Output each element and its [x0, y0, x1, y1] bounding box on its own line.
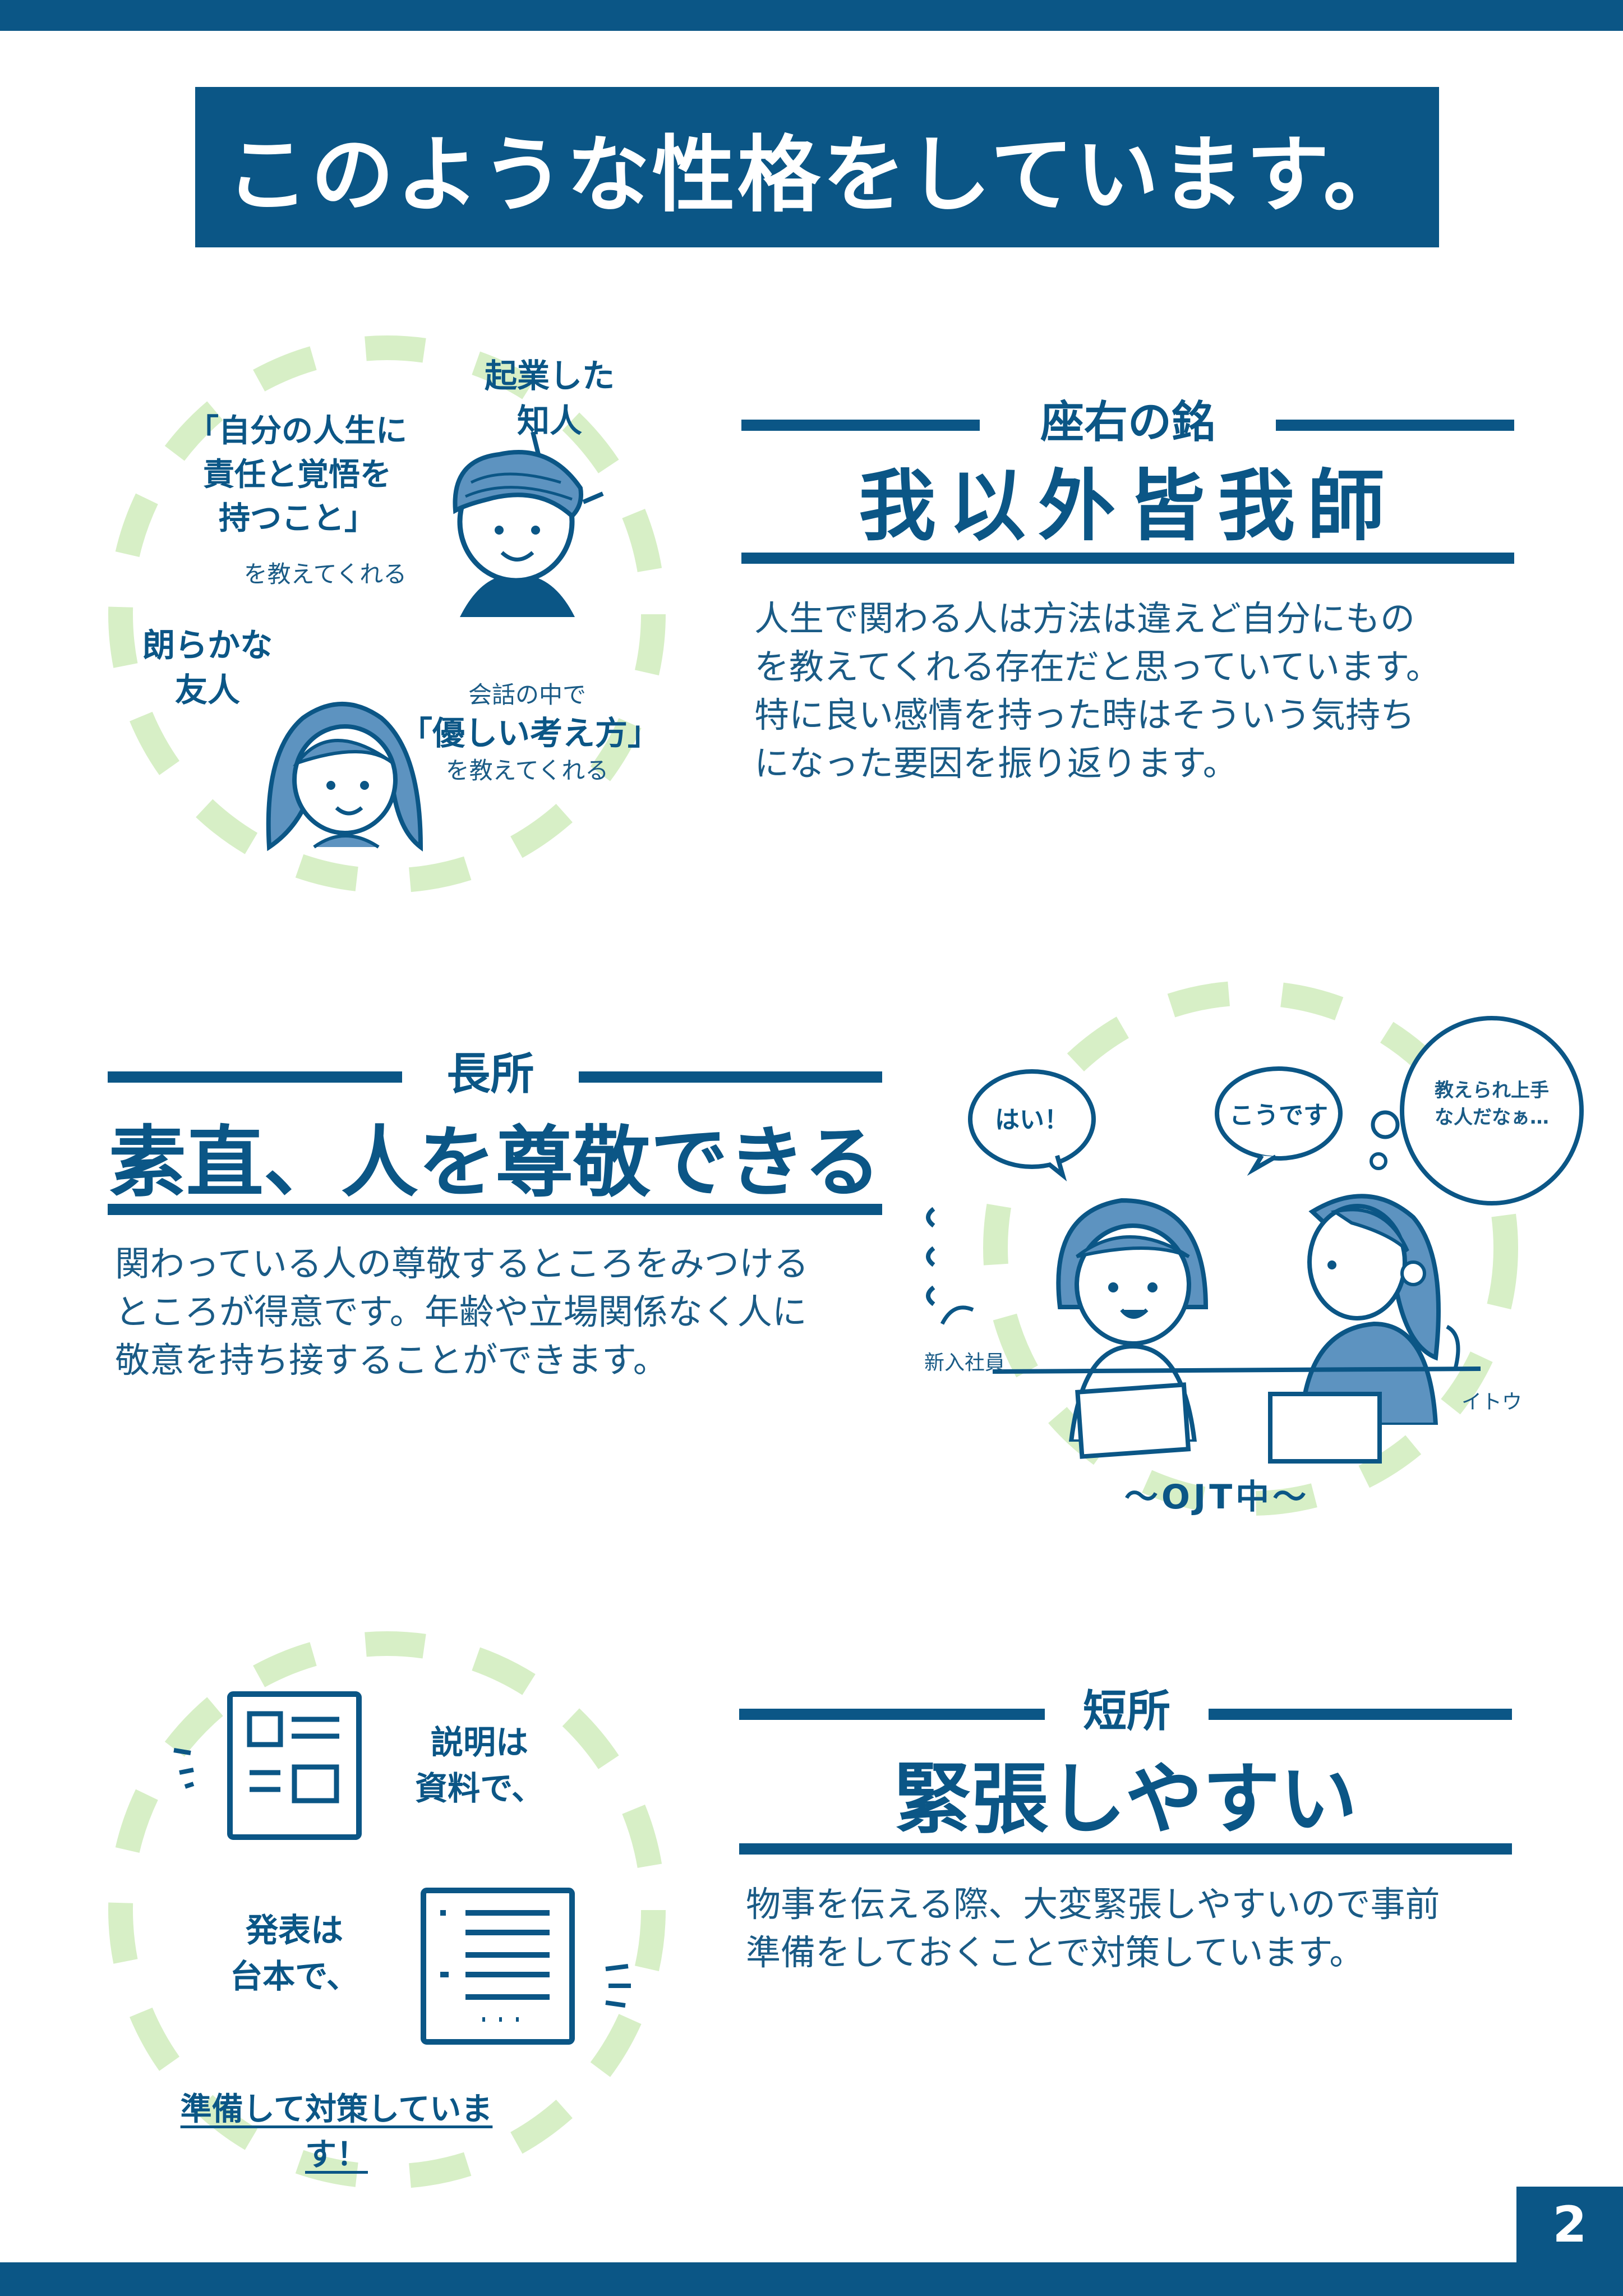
- docs-label: 説明は 資料で、: [415, 1723, 544, 1807]
- entrepreneur-suffix: を教えてくれる: [243, 560, 407, 588]
- weakness-rule-left: [739, 1709, 1045, 1720]
- friend-face-icon: [266, 702, 423, 852]
- new-employee-label: 新入社員: [924, 1351, 1005, 1374]
- desk-papers-icon: [926, 1207, 1481, 1464]
- strength-rule-bottom: [108, 1204, 882, 1215]
- motto-rule-left: [741, 420, 980, 431]
- friend-prefix: 会話の中で: [468, 681, 586, 708]
- friend-label: 朗らかな 友人: [142, 626, 273, 709]
- bottom-bar: [0, 2262, 1623, 2296]
- friend-lesson: 「優しい考え方」: [399, 714, 660, 752]
- document-icon: [227, 1691, 362, 1840]
- strength-headline: 素直、人を尊敬できる: [108, 1117, 882, 1208]
- script-icon: [421, 1888, 575, 2045]
- weakness-label: 短所: [1082, 1686, 1170, 1737]
- ito-label: イトウ: [1461, 1391, 1522, 1414]
- dashed-ring: [108, 335, 666, 893]
- dashed-ring: [983, 981, 1518, 1516]
- weakness-rule-bottom: [739, 1843, 1512, 1855]
- motto-rule-bottom: [741, 553, 1514, 564]
- motto-body: 人生で関わる人は方法は違えど自分にもの を教えてくれる存在だと思っていています。…: [754, 598, 1441, 784]
- entrepreneur-lesson: 「自分の人生に 責任と覚悟を 持つこと」: [187, 413, 407, 537]
- strength-body: 関わっている人の尊敬するところをみつける ところが得意です。年齢や立場関係なく人…: [115, 1243, 809, 1381]
- top-bar: [0, 0, 1623, 31]
- page-title: このような性格をしています。: [195, 87, 1439, 247]
- script-label: 発表は 台本で、: [230, 1911, 359, 1995]
- bubble-hai: はい！: [995, 1106, 1069, 1134]
- dashed-ring: [108, 1631, 666, 2189]
- strength-label: 長所: [446, 1049, 534, 1099]
- weakness-illustration: 説明は 資料で、 発表は 台本で、 準備して対策しています！: [101, 1616, 679, 2199]
- preparation-footer: 準備して対策しています！: [180, 2091, 493, 2173]
- weakness-body: 物事を伝える際、大変緊張しやすいので事前 準備をしておくことで対策しています。: [746, 1884, 1440, 1973]
- friend-suffix: を教えてくれる: [445, 757, 609, 784]
- ojt-caption: 〜OJT中〜: [1124, 1478, 1310, 1517]
- page-number: 2: [1516, 2187, 1623, 2262]
- ojt-illustration: はい！ こうです 教えられ上手 な人だなぁ… 新入社員 イトウ 〜OJT中〜: [909, 976, 1593, 1537]
- entrepreneur-label: 起業した 知人: [484, 357, 615, 440]
- entrepreneur-face-icon: [453, 432, 604, 617]
- speech-bubbles-icon: [968, 1016, 1584, 1205]
- bubble-thought: 教えられ上手 な人だなぁ…: [1435, 1079, 1549, 1129]
- strength-rule-right: [579, 1071, 882, 1083]
- motto-headline: 我以外皆我師: [858, 461, 1397, 551]
- weakness-headline: 緊張しやすい: [893, 1754, 1358, 1844]
- weakness-rule-right: [1209, 1709, 1512, 1720]
- motto-rule-right: [1276, 420, 1514, 431]
- emphasis-marks-icon: [173, 1748, 631, 2008]
- motto-label: 座右の銘: [1040, 397, 1215, 448]
- bubble-koudesu: こうです: [1229, 1101, 1328, 1130]
- motto-illustration: 起業した 知人 「自分の人生に 責任と覚悟を 持つこと」 を教えてくれる 朗らか…: [101, 325, 679, 909]
- strength-rule-left: [108, 1071, 402, 1083]
